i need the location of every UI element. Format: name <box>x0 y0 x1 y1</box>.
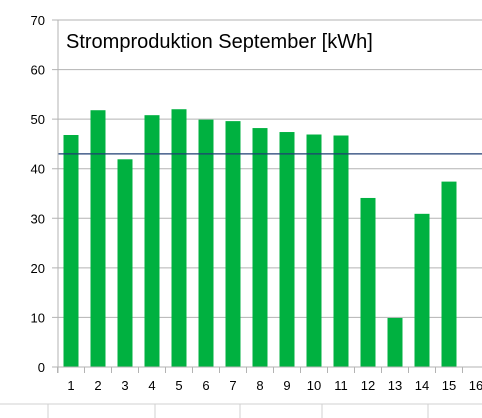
bar-14 <box>414 213 430 367</box>
y-tick-label: 40 <box>31 162 45 177</box>
axes <box>0 20 482 418</box>
bar-9 <box>279 132 295 367</box>
x-tick-label: 16 <box>469 378 482 393</box>
y-tick-label: 0 <box>38 360 45 375</box>
x-tick-label: 10 <box>307 378 321 393</box>
x-tick-label: 14 <box>415 378 429 393</box>
x-tick-label: 4 <box>148 378 155 393</box>
x-tick-label: 3 <box>121 378 128 393</box>
bars <box>63 109 457 367</box>
bar-6 <box>198 119 214 367</box>
x-tick-label: 15 <box>442 378 456 393</box>
y-tick-label: 50 <box>31 112 45 127</box>
y-axis-tick-labels: 0 10 20 30 40 50 60 70 <box>31 13 45 375</box>
x-tick-label: 5 <box>175 378 182 393</box>
x-tick-label: 11 <box>334 378 348 393</box>
x-tick-label: 9 <box>283 378 290 393</box>
y-tick-label: 10 <box>31 310 45 325</box>
bar-8 <box>252 128 268 367</box>
x-tick-label: 1 <box>67 378 74 393</box>
x-axis-tick-labels: 1 2 3 4 5 6 7 8 9 10 11 12 13 14 15 16 <box>67 378 482 393</box>
bar-7 <box>225 121 241 367</box>
bar-2 <box>90 110 106 367</box>
bar-11 <box>333 135 349 367</box>
x-tick-label: 7 <box>229 378 236 393</box>
x-tick-label: 12 <box>361 378 375 393</box>
bar-3 <box>117 159 133 367</box>
bar-5 <box>171 109 187 367</box>
bar-4 <box>144 115 160 367</box>
x-tick-label: 2 <box>94 378 101 393</box>
bar-12 <box>360 197 376 367</box>
y-tick-label: 20 <box>31 261 45 276</box>
chart-title: Stromproduktion September [kWh] <box>66 31 373 53</box>
bar-13 <box>387 317 403 367</box>
bar-10 <box>306 134 322 367</box>
x-tick-label: 6 <box>202 378 209 393</box>
y-tick-label: 30 <box>31 211 45 226</box>
y-tick-label: 70 <box>31 13 45 28</box>
x-tick-label: 8 <box>256 378 263 393</box>
bar-1 <box>63 135 79 367</box>
bar-15 <box>441 181 457 367</box>
y-tick-label: 60 <box>31 63 45 78</box>
x-tick-label: 13 <box>388 378 402 393</box>
